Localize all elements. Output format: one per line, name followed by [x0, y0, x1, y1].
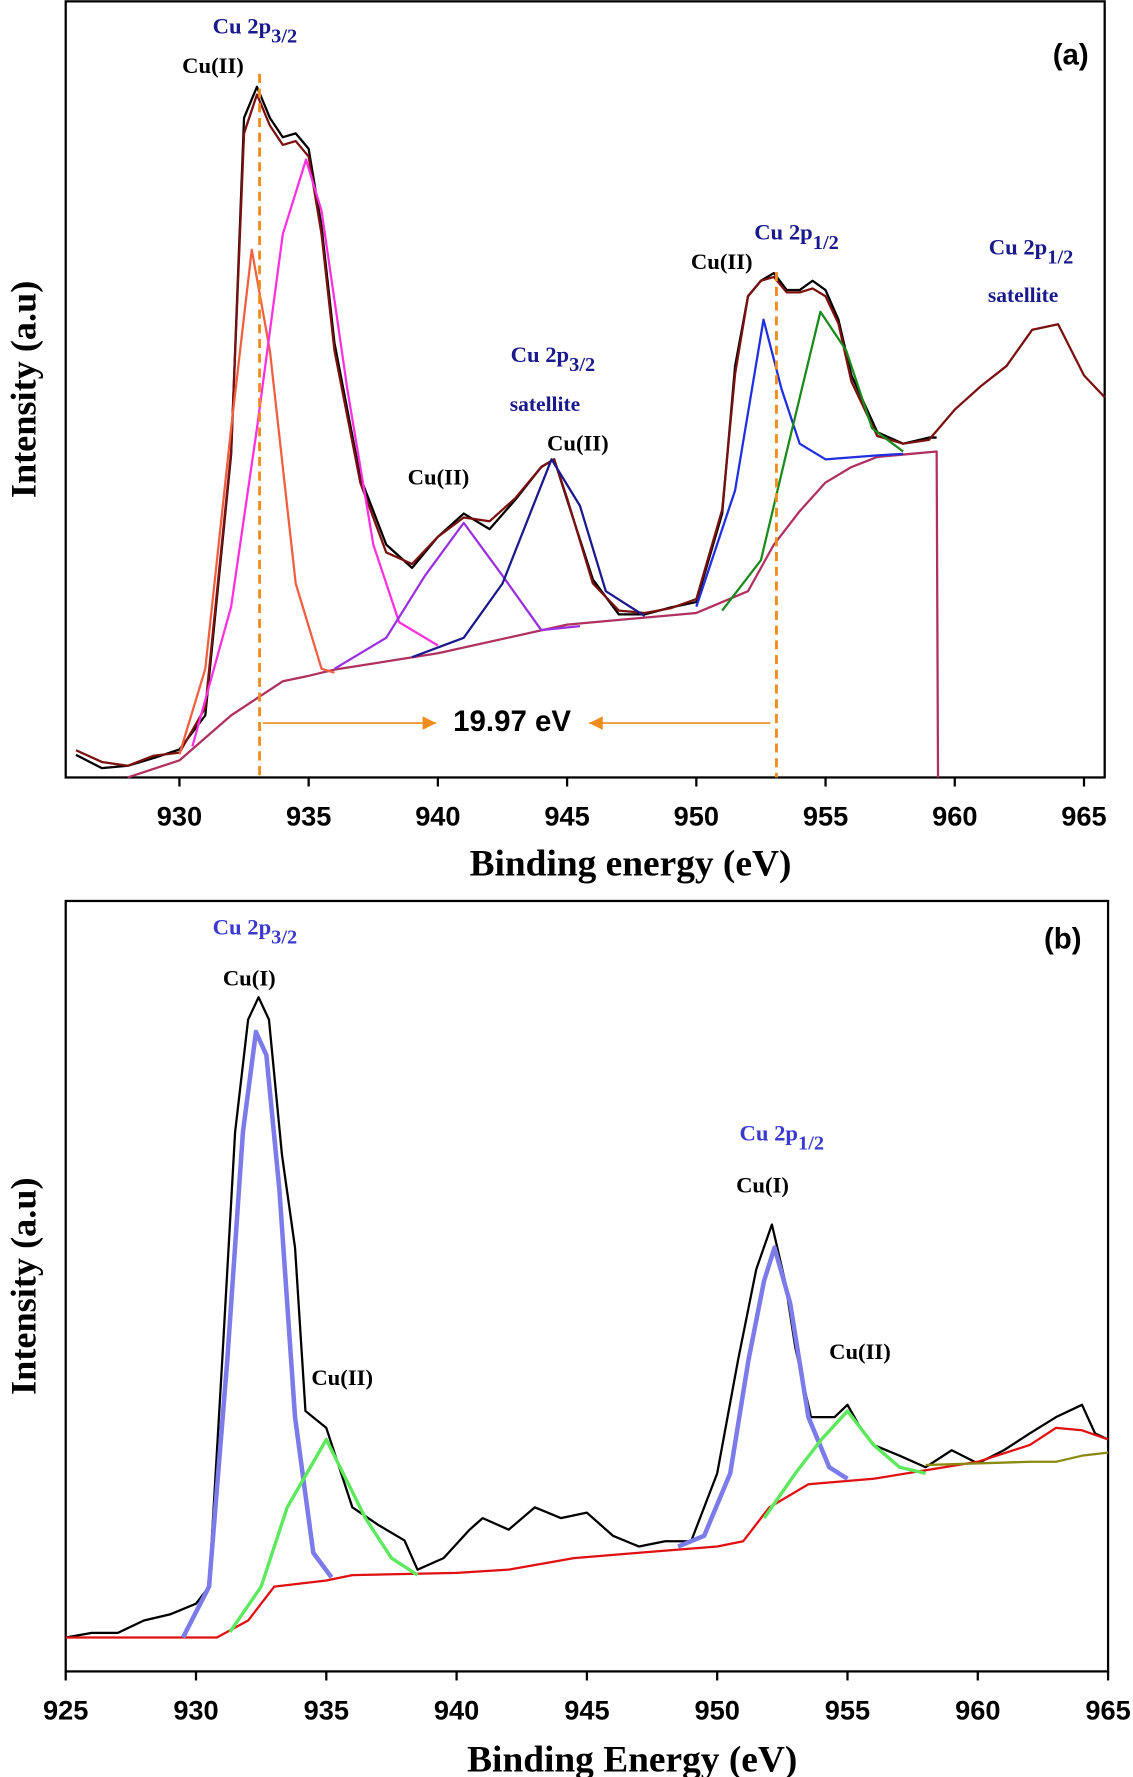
x-tick-label: 955	[825, 1694, 870, 1725]
annotation: Cu(II)	[311, 1365, 373, 1390]
spectrum-line	[695, 318, 904, 608]
panel: 930 935 940 945 950 955 960 965 Binding energy (…	[4, 0, 1107, 885]
annotation-text: Cu(I)	[223, 965, 276, 990]
x-tick-label: 935	[304, 1694, 349, 1725]
annotation: Cu(II)	[691, 249, 753, 274]
annotation-text: satellite	[988, 283, 1059, 307]
annotation-subscript: 3/2	[271, 926, 297, 948]
x-tick-label: 945	[544, 800, 589, 831]
x-tick-label: 945	[564, 1694, 609, 1725]
annotation-text: Cu 2p	[213, 914, 272, 939]
x-tick-label: 960	[932, 800, 977, 831]
annotation-text: Cu 2p	[989, 235, 1048, 260]
annotation-text: Cu 2p	[754, 220, 813, 245]
annotation: Cu(II)	[408, 465, 470, 490]
annotation-subscript: 3/2	[569, 354, 595, 376]
x-tick-label: 950	[695, 1694, 740, 1725]
annotation: Cu(I)	[736, 1173, 789, 1198]
spectrum-line	[191, 158, 439, 747]
spectrum-line	[721, 310, 904, 612]
annotation-text: Cu(II)	[829, 1339, 891, 1364]
spectrum-line	[925, 1451, 1109, 1467]
y-axis-title: Intensity (a.u)	[4, 281, 44, 499]
x-axis-title: Binding Energy (eV)	[467, 1740, 797, 1777]
annotation: Cu 2p1/2	[754, 220, 839, 254]
arrow-head	[422, 716, 437, 730]
annotation-subscript: 3/2	[271, 25, 297, 47]
annotation: Cu 2p3/2	[511, 342, 596, 376]
annotation: satellite	[988, 283, 1059, 307]
annotation-subscript: 1/2	[813, 231, 839, 253]
x-tick-label: 935	[286, 800, 331, 831]
panel-label: (b)	[1044, 922, 1082, 955]
annotation: Cu 2p1/2	[739, 1121, 824, 1155]
spectrum-line	[411, 458, 646, 659]
spectrum-line	[75, 93, 1106, 767]
annotation: Cu(II)	[829, 1339, 891, 1364]
x-tick-label: 965	[1061, 800, 1106, 831]
spectrum-line	[65, 1426, 1109, 1639]
annotation: Cu 2p1/2	[989, 235, 1074, 269]
annotation-text: Cu(II)	[408, 465, 470, 490]
x-tick-label: 955	[803, 800, 848, 831]
annotation-text: Cu(II)	[311, 1365, 373, 1390]
x-tick-label: 925	[43, 1694, 88, 1725]
annotation-subscript: 1/2	[798, 1132, 824, 1154]
annotation: Cu(II)	[547, 431, 609, 456]
spectrum-line	[127, 450, 940, 779]
panel-label: (a)	[1053, 39, 1089, 72]
spectrum-line	[65, 996, 1109, 1639]
x-axis-title: Binding energy (eV)	[470, 844, 792, 885]
annotation: satellite	[510, 392, 581, 416]
spectrum-line	[333, 521, 581, 670]
x-tick-label: 930	[173, 1694, 218, 1725]
y-axis-title: Intensity (a.u)	[4, 1177, 44, 1395]
annotation-text: Cu 2p	[511, 342, 570, 367]
x-tick-label: 930	[157, 800, 202, 831]
panel: 925 930 935 940 945 950 955 960 965 Binding Energ…	[4, 899, 1131, 1777]
annotation-subscript: 1/2	[1047, 246, 1073, 268]
annotation: Cu 2p3/2	[213, 14, 298, 48]
annotation-text: Cu(I)	[736, 1173, 789, 1198]
plot-frame	[64, 0, 1106, 779]
annotation-text: Cu 2p	[213, 14, 272, 39]
annotation-text: Cu(II)	[547, 431, 609, 456]
annotation: Cu(II)	[182, 53, 244, 78]
annotation-text: satellite	[510, 392, 581, 416]
annotation: 19.97 eV	[453, 705, 571, 738]
annotation: Cu 2p3/2	[213, 914, 298, 948]
annotation-text: Cu(II)	[691, 249, 753, 274]
plot-frame	[64, 899, 1110, 1673]
x-tick-label: 940	[415, 800, 460, 831]
x-tick-label: 950	[674, 800, 719, 831]
annotation-text: Cu 2p	[739, 1121, 798, 1146]
annotation-text: 19.97 eV	[453, 705, 571, 738]
x-tick-label: 940	[434, 1694, 479, 1725]
arrow-head	[589, 716, 603, 730]
spectrum-line	[228, 1409, 927, 1634]
spectrum-line	[178, 248, 335, 755]
annotation: Cu(I)	[223, 965, 276, 990]
annotation-text: Cu(II)	[182, 53, 244, 78]
x-tick-label: 965	[1085, 1694, 1130, 1725]
x-tick-label: 960	[955, 1694, 1000, 1725]
